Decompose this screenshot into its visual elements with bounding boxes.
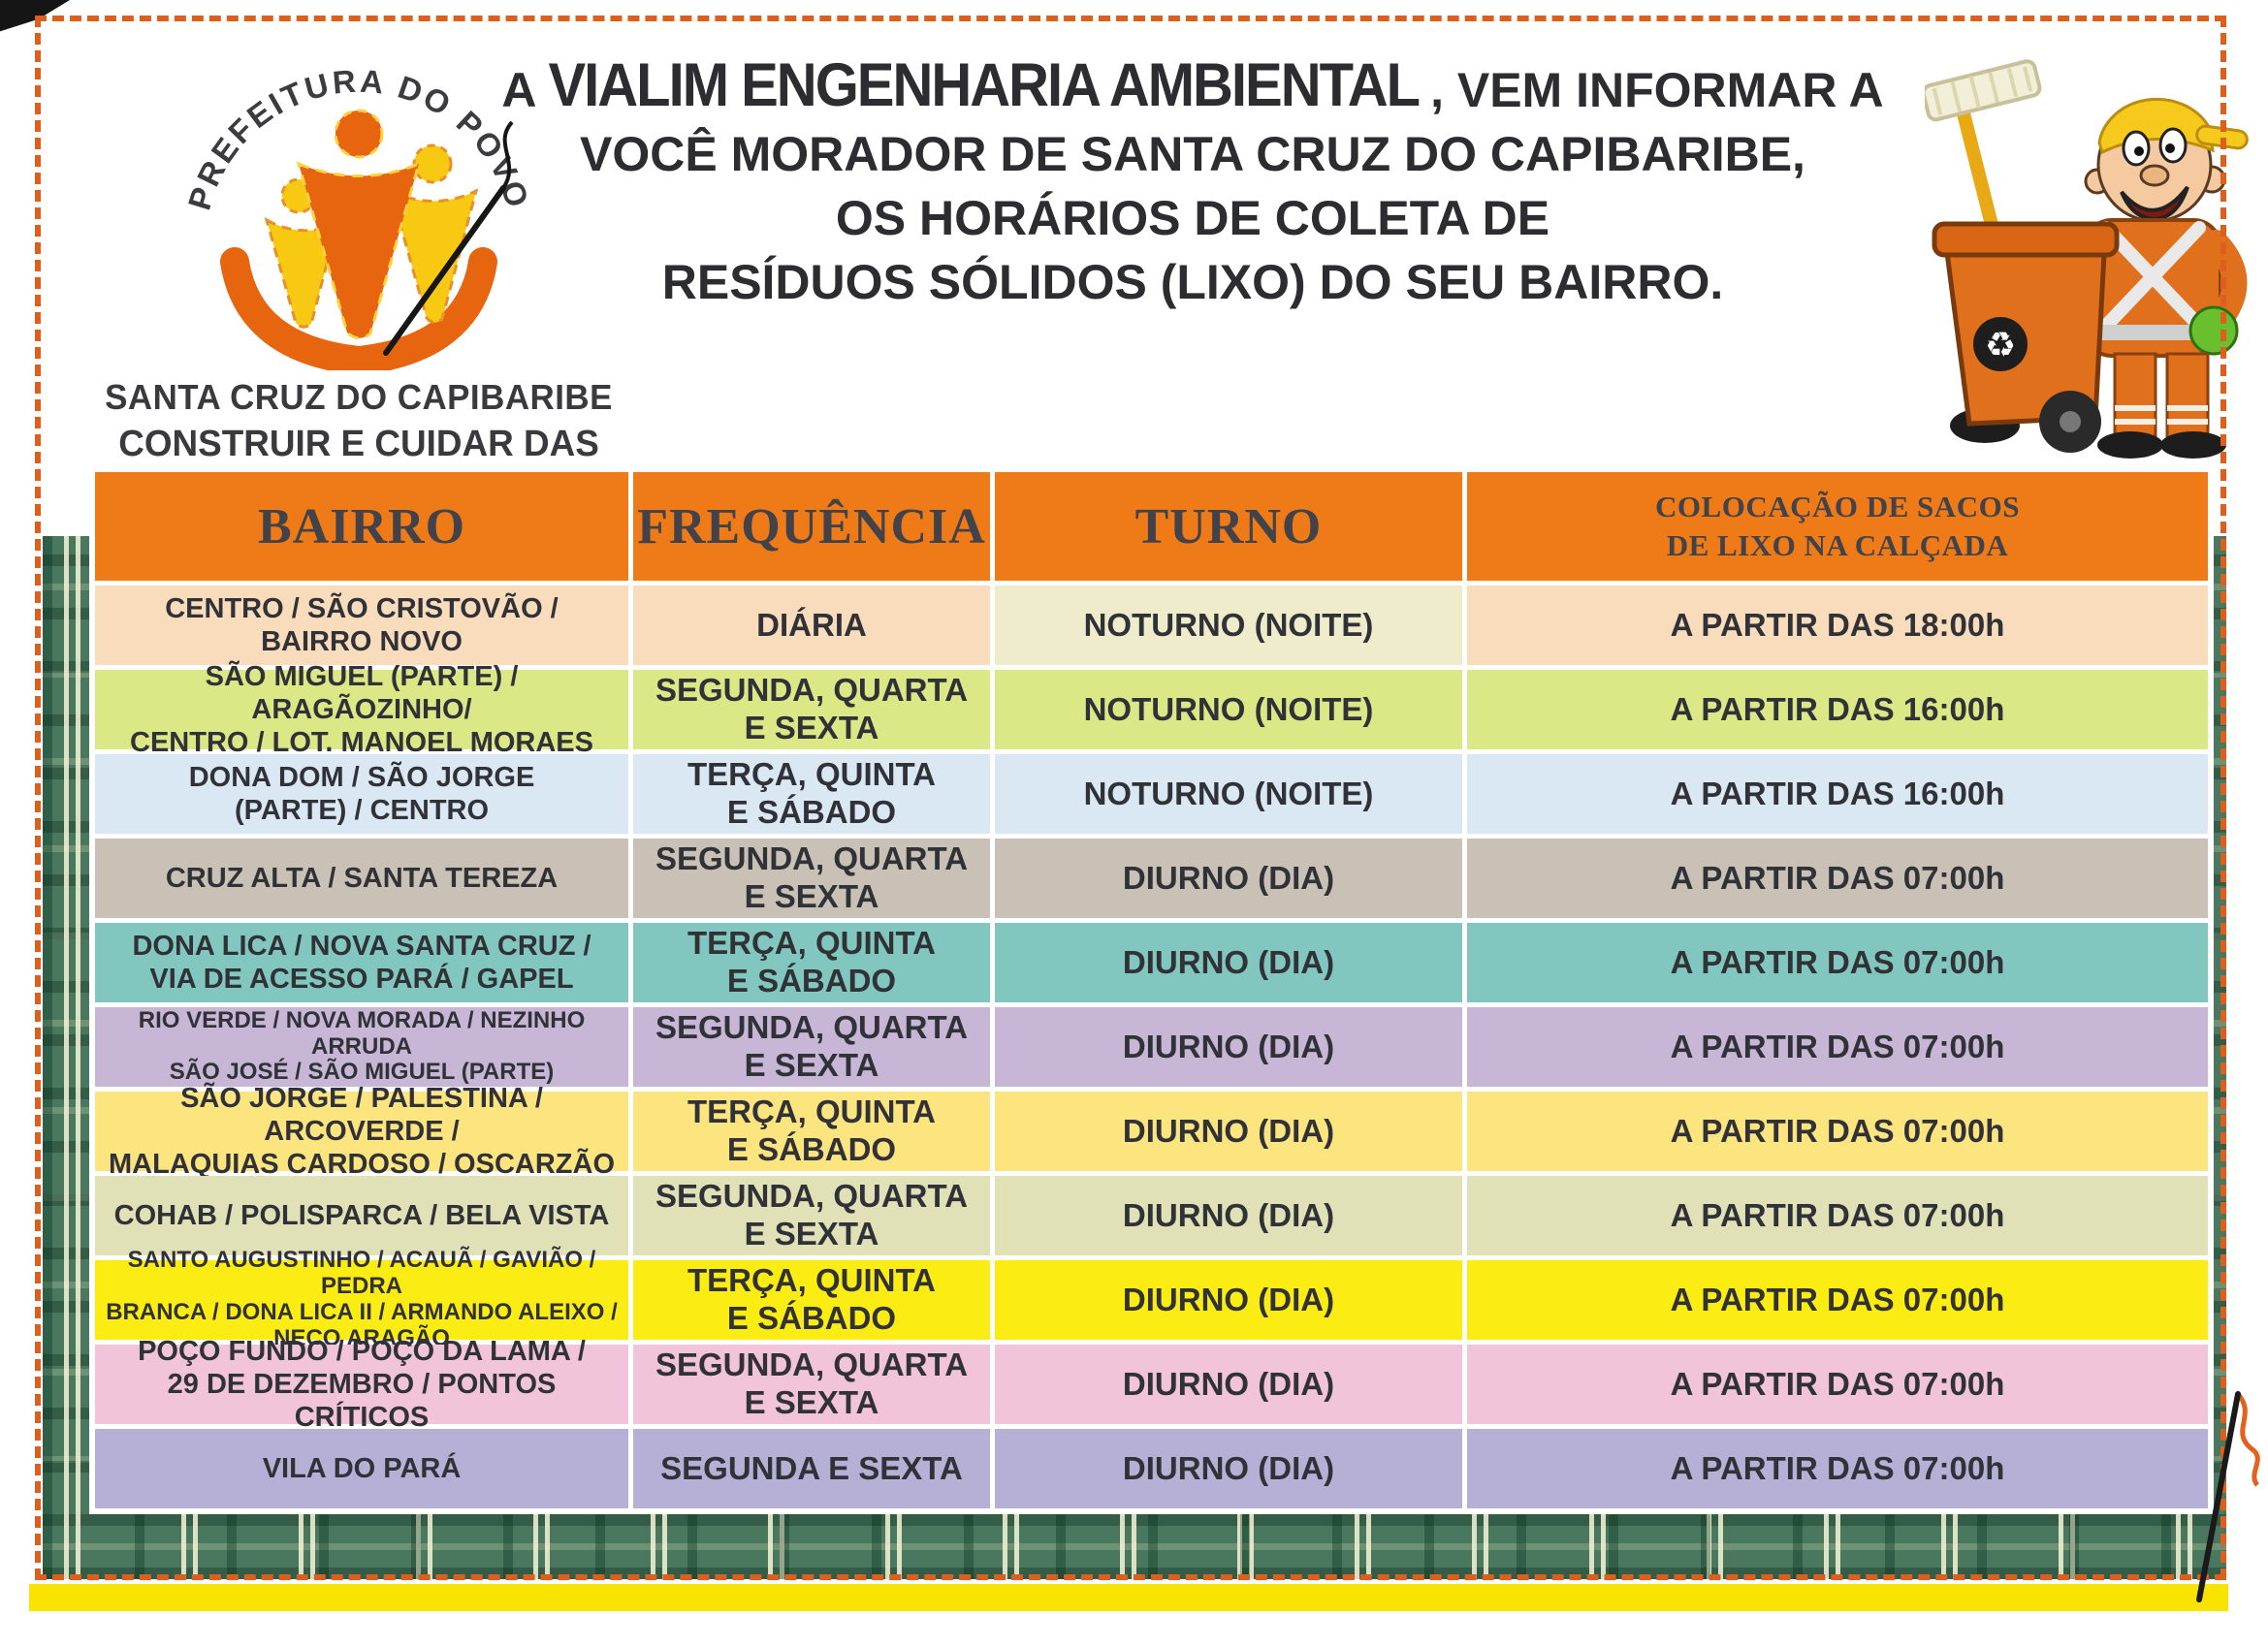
colocacao-header-line2: DE LIXO NA CALÇADA [1666,528,2009,562]
column-header-bairro: BAIRRO [95,472,628,581]
column-header-colocacao: COLOCAÇÃO DE SACOS DE LIXO NA CALÇADA [1467,472,2208,581]
column-header-turno: TURNO [995,472,1462,581]
suspenders [2099,221,2206,332]
cell-bairro-row-5: DONA LICA / NOVA SANTA CRUZ / VIA DE ACE… [95,923,628,1002]
needle-doodle [2196,1391,2260,1602]
colocacao-header-line1: COLOCAÇÃO DE SACOS [1655,489,2020,523]
cell-frequencia-row-1: DIÁRIA [633,586,990,665]
cell-frequencia-row-7: TERÇA, QUINTA E SÁBADO [633,1092,990,1171]
recycle-icon: ♻ [1985,325,2016,364]
cell-colocacao-row-3: A PARTIR DAS 16:00h [1467,754,2208,834]
mascot-illustration: ♻ [1925,59,2249,459]
prefeitura-logo: PREFEITURA DO POVO SANTA CRUZ DO CAPIBAR… [39,41,679,507]
cell-frequencia-row-2: SEGUNDA, QUARTA E SEXTA [633,670,990,749]
cell-bairro-row-9: SANTO AUGUSTINHO / ACAUÃ / GAVIÃO / PEDR… [95,1247,628,1351]
cell-colocacao-row-7: A PARTIR DAS 07:00h [1467,1092,2208,1171]
cell-turno-row-11: DIURNO (DIA) [995,1429,1462,1508]
company-name: VIALIM ENGENHARIA AMBIENTAL [548,50,1421,119]
needle-icon [383,185,506,356]
cell-turno-row-10: DIURNO (DIA) [995,1345,1462,1424]
cell-frequencia-row-6: SEGUNDA, QUARTA E SEXTA [633,1007,990,1087]
cell-frequencia-row-5: TERÇA, QUINTA E SÁBADO [633,923,990,1002]
cell-bairro-row-7: SÃO JORGE / PALESTINA / ARCOVERDE / MALA… [95,1083,628,1180]
cell-frequencia-row-8: SEGUNDA, QUARTA E SEXTA [633,1176,990,1255]
cell-bairro-row-6: RIO VERDE / NOVA MORADA / NEZINHO ARRUDA… [95,1007,628,1087]
cell-colocacao-row-5: A PARTIR DAS 07:00h [1467,923,2208,1002]
cell-bairro-row-3: DONA DOM / SÃO JORGE (PARTE) / CENTRO [95,754,628,834]
cell-bairro-row-8: COHAB / POLISPARCA / BELA VISTA [95,1176,628,1255]
cell-bairro-row-2: SÃO MIGUEL (PARTE) / ARAGÃOZINHO/ CENTRO… [95,661,628,758]
thread-icon [501,120,514,190]
yellow-strip [29,1584,2228,1611]
title-line-2: VOCÊ MORADOR DE SANTA CRUZ DO CAPIBARIBE… [580,127,1805,181]
cell-bairro-row-1: CENTRO / SÃO CRISTOVÃO / BAIRRO NOVO [95,586,628,665]
cell-colocacao-row-1: A PARTIR DAS 18:00h [1467,586,2208,665]
cell-colocacao-row-11: A PARTIR DAS 07:00h [1467,1429,2208,1508]
cell-turno-row-2: NOTURNO (NOITE) [995,670,1462,749]
trash-bin-icon: ♻ [1932,221,2120,453]
glove-right [2188,305,2239,356]
title-line1-suffix: , VEM INFORMAR A [1430,63,1884,117]
cell-turno-row-7: DIURNO (DIA) [995,1092,1462,1171]
title-block: A VIALIM ENGENHARIA AMBIENTAL, VEM INFORM… [485,51,1901,314]
logo-swoosh [220,247,497,376]
cell-colocacao-row-9: A PARTIR DAS 07:00h [1467,1260,2208,1340]
logo-figure-left [264,216,340,329]
title-line-3: OS HORÁRIOS DE COLETA DE [835,191,1550,245]
logo-mark: PREFEITURA DO POVO [181,63,533,376]
scan-corner-mark [0,0,70,32]
cell-bairro-row-11: VILA DO PARÁ [95,1429,628,1508]
cell-colocacao-row-2: A PARTIR DAS 16:00h [1467,670,2208,749]
cell-turno-row-5: DIURNO (DIA) [995,923,1462,1002]
cell-bairro-row-4: CRUZ ALTA / SANTA TEREZA [95,839,628,918]
schedule-table: BAIRRO FREQUÊNCIA TURNO COLOCAÇÃO DE SAC… [89,466,2214,1514]
cell-turno-row-4: DIURNO (DIA) [995,839,1462,918]
logo-figure-center [296,161,422,340]
cell-bairro-row-10: POÇO FUNDO / POÇO DA LAMA / 29 DE DEZEMB… [95,1336,628,1433]
title-line-1: A VIALIM ENGENHARIA AMBIENTAL, VEM INFORM… [485,51,1901,122]
cell-frequencia-row-4: SEGUNDA, QUARTA E SEXTA [633,839,990,918]
cell-frequencia-row-10: SEGUNDA, QUARTA E SEXTA [633,1345,990,1424]
cell-turno-row-6: DIURNO (DIA) [995,1007,1462,1087]
cell-frequencia-row-11: SEGUNDA E SEXTA [633,1429,990,1508]
title-line-4: RESÍDUOS SÓLIDOS (LIXO) DO SEU BAIRRO. [661,255,1724,309]
cell-colocacao-row-4: A PARTIR DAS 07:00h [1467,839,2208,918]
cell-turno-row-3: NOTURNO (NOITE) [995,754,1462,834]
logo-figure-right [388,188,479,325]
cell-frequencia-row-9: TERÇA, QUINTA E SÁBADO [633,1260,990,1340]
collector-character [2033,97,2249,459]
logo-city-name: SANTA CRUZ DO CAPIBARIBE [105,377,613,417]
cell-colocacao-row-8: A PARTIR DAS 07:00h [1467,1176,2208,1255]
cell-turno-row-8: DIURNO (DIA) [995,1176,1462,1255]
cell-colocacao-row-10: A PARTIR DAS 07:00h [1467,1345,2208,1424]
cell-turno-row-1: NOTURNO (NOITE) [995,586,1462,665]
cell-turno-row-9: DIURNO (DIA) [995,1260,1462,1340]
cell-colocacao-row-6: A PARTIR DAS 07:00h [1467,1007,2208,1087]
cell-frequencia-row-3: TERÇA, QUINTA E SÁBADO [633,754,990,834]
title-line1-prefix: A [501,63,537,117]
column-header-frequencia: FREQUÊNCIA [633,472,990,581]
